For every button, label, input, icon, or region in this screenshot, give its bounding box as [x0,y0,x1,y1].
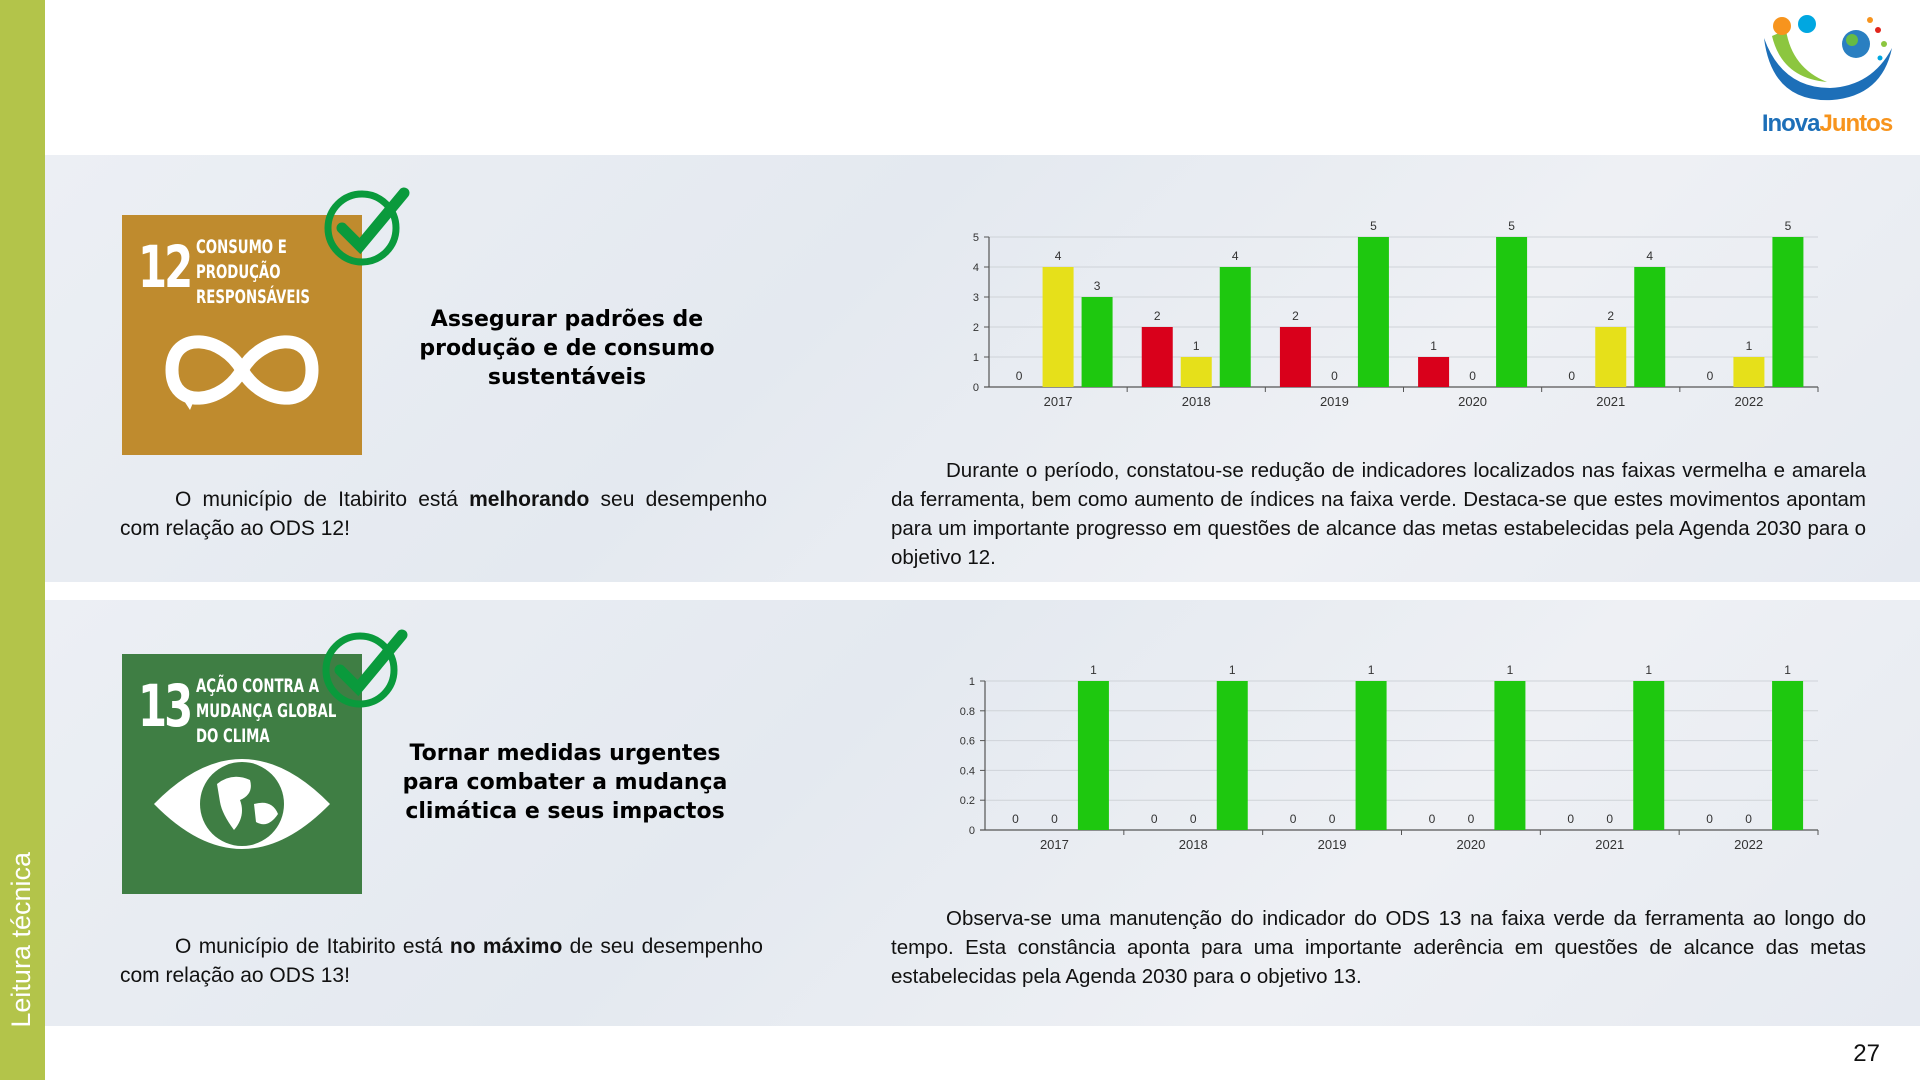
sdg-icon: 12 CONSUMO E PRODUÇÃO RESPONSÁVEIS [122,215,362,455]
check-icon [324,187,410,266]
text: Observa-se uma manutenção do indicador d… [891,907,1866,988]
text: Durante o período, constatou-se redução … [891,459,1866,569]
check-icon [322,629,408,708]
sidebar: Leitura técnica [0,0,45,1080]
text: O município de Itabirito está [175,488,458,511]
page-number: 27 [1853,1040,1880,1067]
text: de seu desempenho com relação ao ODS 13! [120,935,763,987]
status-text: O município de Itabirito está no máximo … [120,932,763,990]
logo: InovaJuntos [1752,8,1902,138]
logo-graphic [1764,15,1892,101]
emphasis: no máximo [449,935,563,958]
analysis-text: Durante o período, constatou-se redução … [891,456,1866,572]
section-heading: Tornar medidas urgentes para combater a … [402,741,728,824]
sdg-title-line: AÇÃO CONTRA A [196,675,320,697]
analysis-text: Observa-se uma manutenção do indicador d… [891,904,1866,991]
text: O município de Itabirito está [175,935,443,958]
sidebar-label: Leitura técnica [6,852,36,1028]
sdg-number: 12 [138,233,193,301]
sdg-title: AÇÃO CONTRA A MUDANÇA GLOBAL DO CLIMA [196,674,336,749]
sdg-number: 13 [138,672,193,740]
logo-word: Inova [1761,110,1821,137]
status-text: O município de Itabirito está melhorando… [120,485,767,543]
sdg-title-line: PRODUÇÃO [196,261,281,283]
text: seu desempenho com relação ao ODS 12! [120,488,767,540]
section-heading: Assegurar padrões de produção e de consu… [419,307,715,390]
emphasis: melhorando [469,488,590,511]
sdg-title-line: RESPONSÁVEIS [196,286,310,308]
sdg-title-line: CONSUMO E [196,236,287,258]
logo-word: Juntos [1819,110,1894,137]
sdg-symbol [165,335,319,410]
sdg-title: CONSUMO E PRODUÇÃO RESPONSÁVEIS [196,235,310,310]
sdg-title-line: MUDANÇA GLOBAL [196,700,337,722]
sdg-symbol [154,759,330,849]
sdg-title-line: DO CLIMA [196,725,270,747]
logo-text: InovaJuntos [1752,110,1902,138]
sdg-icon: 13 AÇÃO CONTRA A MUDANÇA GLOBAL DO CLIMA [122,654,362,894]
